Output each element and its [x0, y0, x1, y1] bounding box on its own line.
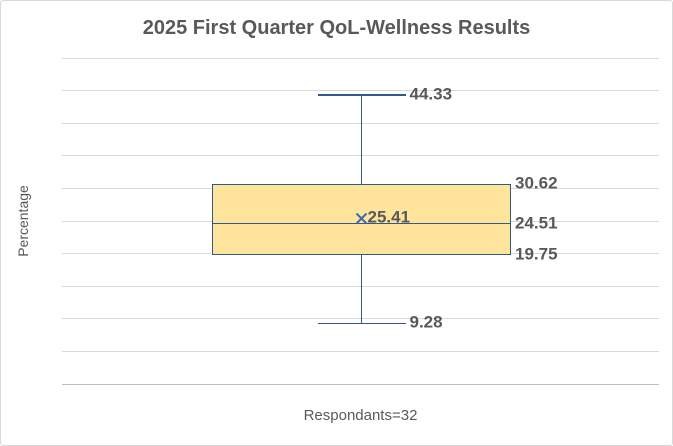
upper-whisker-line — [360, 94, 363, 185]
plot-area: 44.33 30.62 25.41 24.51 19.75 9.28 — [62, 57, 659, 385]
data-label-min: 9.28 — [409, 313, 443, 333]
upper-whisker-cap — [317, 94, 406, 96]
data-label-mean: 25.41 — [367, 207, 411, 227]
data-label-q1: 19.75 — [515, 244, 558, 264]
y-axis-title: Percentage — [15, 185, 31, 257]
gridline — [62, 155, 659, 157]
iqr-box — [212, 184, 511, 256]
chart-title: 2025 First Quarter QoL-Wellness Results — [142, 17, 531, 39]
gridline — [62, 285, 659, 287]
gridline — [62, 318, 659, 320]
x-axis-category-label: Respondants=32 — [303, 407, 418, 424]
gridline — [62, 350, 659, 352]
gridline — [62, 90, 659, 92]
lower-whisker-line — [360, 255, 363, 324]
gridline — [62, 122, 659, 124]
data-label-max: 44.33 — [409, 84, 453, 104]
data-label-median: 24.51 — [515, 213, 558, 233]
mean-marker-icon — [355, 212, 368, 225]
gridline — [62, 57, 659, 59]
lower-whisker-cap — [317, 322, 406, 325]
median-line — [212, 223, 511, 225]
data-label-q3: 30.62 — [515, 173, 558, 193]
x-axis-line — [62, 383, 659, 385]
